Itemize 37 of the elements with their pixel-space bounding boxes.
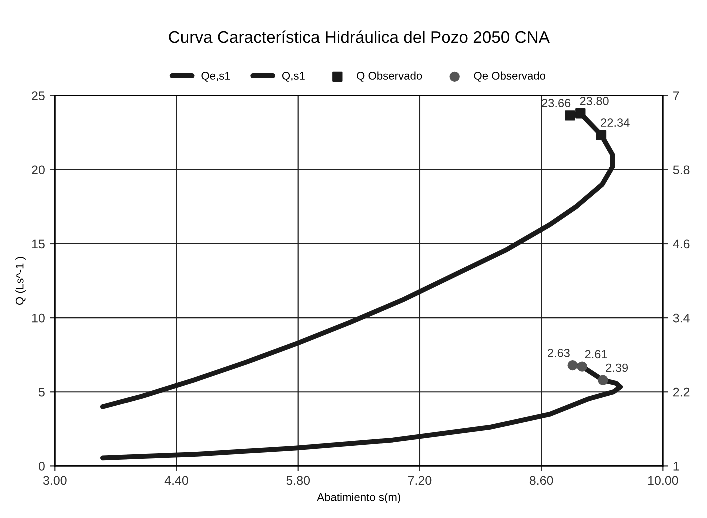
y2-tick-label: 2.2 [674,388,690,397]
legend-label: Q,s1 [282,72,305,82]
point [596,130,607,140]
chart-title: Curva Característica Hidráulica del Pozo 2050 CNA [169,30,550,44]
x-tick-label: 7.20 [408,476,432,486]
y-tick-label: 10 [32,314,45,323]
y-tick-label: 0 [38,462,45,471]
y-tick-label: 20 [32,166,45,175]
point [576,108,586,119]
x-tick-label: 3.00 [43,476,67,486]
point [565,110,576,121]
y2-tick-label: 3.4 [673,314,690,323]
y2-tick-label: 4.6 [673,240,690,249]
legend-label: Q Observado [357,72,422,82]
data-label: 2.61 [585,350,608,359]
legend-label: Qe,s1 [202,72,230,82]
point [577,362,588,372]
legend-label: Qe Observado [474,72,546,82]
x-tick-label: 5.80 [286,476,310,486]
data-label: 2.63 [548,349,570,358]
y2-tick-label: 1 [674,462,680,471]
data-label: 22.34 [601,118,630,128]
data-label: 23.80 [580,97,609,106]
x-tick-label: 4.40 [164,476,188,486]
y-axis-title: Q (Ls^-1 ) [16,257,26,306]
y-tick-label: 15 [32,240,45,249]
x-axis-title: Abatimiento s(m) [317,493,400,504]
y-tick-label: 5 [38,388,45,397]
y-tick-label: 25 [32,92,45,100]
x-tick-label: 10.00 [648,476,678,486]
x-tick-label: 8.60 [530,476,554,486]
y2-tick-label: 5.8 [673,166,690,175]
point [568,360,578,371]
data-label: 23.66 [542,99,571,108]
data-label: 2.39 [606,364,628,372]
point [598,375,608,386]
y2-tick-label: 7 [674,92,680,100]
